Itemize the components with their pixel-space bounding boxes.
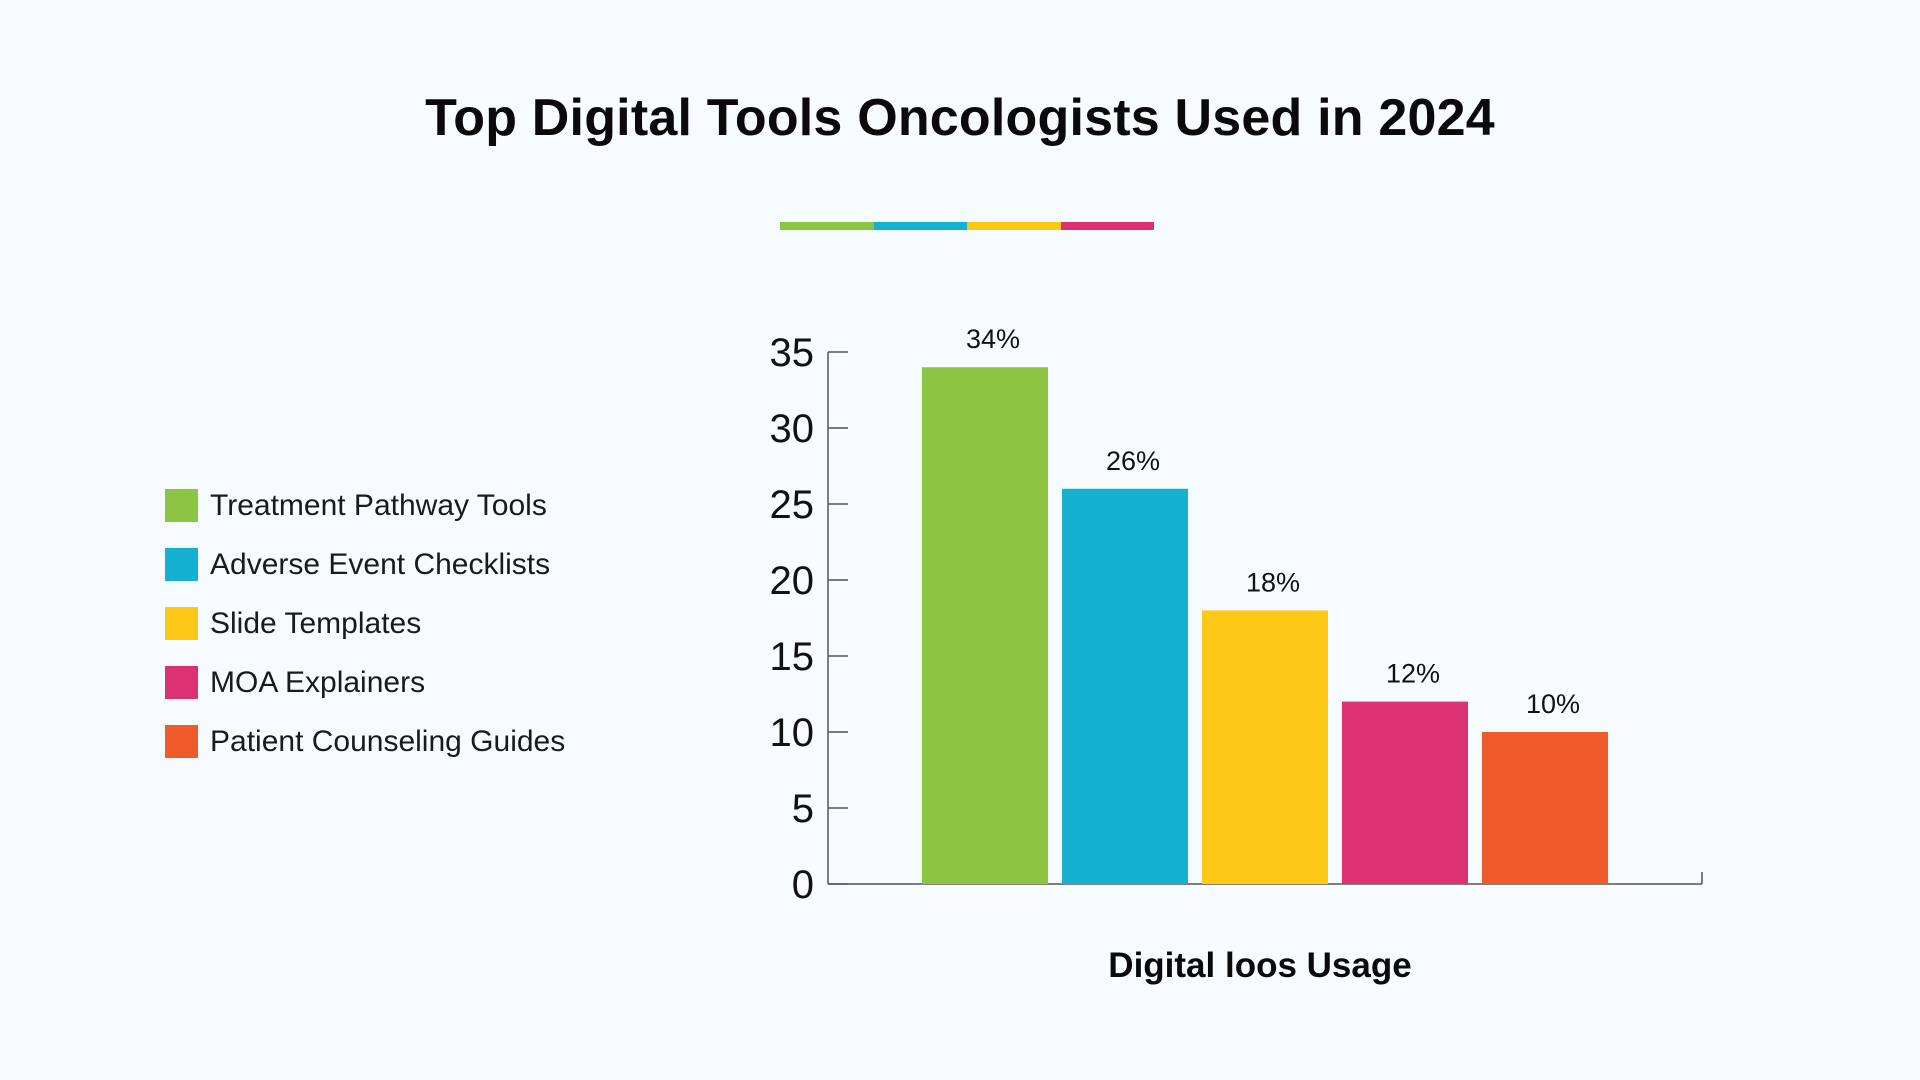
legend-label: Patient Counseling Guides	[210, 724, 566, 758]
bar-2	[1062, 488, 1188, 884]
accent-segment-green	[780, 222, 874, 230]
bar-3	[1202, 610, 1328, 884]
legend: Treatment Pathway Tools Adverse Event Ch…	[165, 476, 565, 771]
bar-data-label: 26%	[1106, 446, 1160, 476]
x-axis-label: Digital loos Usage	[1108, 946, 1412, 985]
accent-segment-blue	[873, 222, 967, 230]
legend-swatch	[165, 666, 198, 699]
y-tick-label: 10	[770, 711, 815, 755]
bar-1	[922, 367, 1048, 884]
legend-item-treatment-pathway-tools: Treatment Pathway Tools	[165, 476, 565, 535]
legend-item-moa-explainers: MOA Explainers	[165, 653, 565, 712]
y-tick-label: 15	[770, 635, 815, 679]
bar-data-label: 10%	[1526, 689, 1580, 719]
y-tick-label: 30	[770, 407, 815, 451]
y-tick-label: 0	[792, 863, 814, 907]
y-tick-label: 20	[770, 559, 815, 603]
accent-divider	[780, 222, 1154, 230]
legend-label: Adverse Event Checklists	[210, 547, 551, 581]
bar-4	[1342, 701, 1468, 884]
bar-5	[1482, 732, 1608, 884]
chart-title: Top Digital Tools Oncologists Used in 20…	[425, 89, 1495, 147]
y-tick-label: 25	[770, 483, 815, 527]
bar-data-label: 34%	[966, 324, 1020, 354]
data-labels: 34% 26% 18% 12% 10%	[966, 324, 1580, 719]
legend-swatch	[165, 548, 198, 581]
legend-swatch	[165, 607, 198, 640]
bar-data-label: 18%	[1246, 567, 1300, 597]
bars	[922, 367, 1608, 884]
legend-label: MOA Explainers	[210, 665, 426, 699]
accent-segment-pink	[1060, 222, 1154, 230]
accent-segment-yellow	[967, 222, 1061, 230]
legend-label: Slide Templates	[210, 606, 422, 640]
y-tick-label: 35	[770, 331, 815, 375]
legend-item-adverse-event-checklists: Adverse Event Checklists	[165, 535, 565, 594]
legend-item-slide-templates: Slide Templates	[165, 594, 565, 653]
legend-label: Treatment Pathway Tools	[210, 488, 547, 522]
legend-swatch	[165, 489, 198, 522]
y-tick-label: 5	[792, 787, 814, 831]
bar-data-label: 12%	[1386, 659, 1440, 689]
legend-swatch	[165, 725, 198, 758]
legend-item-patient-counseling-guides: Patient Counseling Guides	[165, 712, 565, 771]
y-axis: 0 5 10 15 20 25 30 35	[770, 331, 1703, 907]
